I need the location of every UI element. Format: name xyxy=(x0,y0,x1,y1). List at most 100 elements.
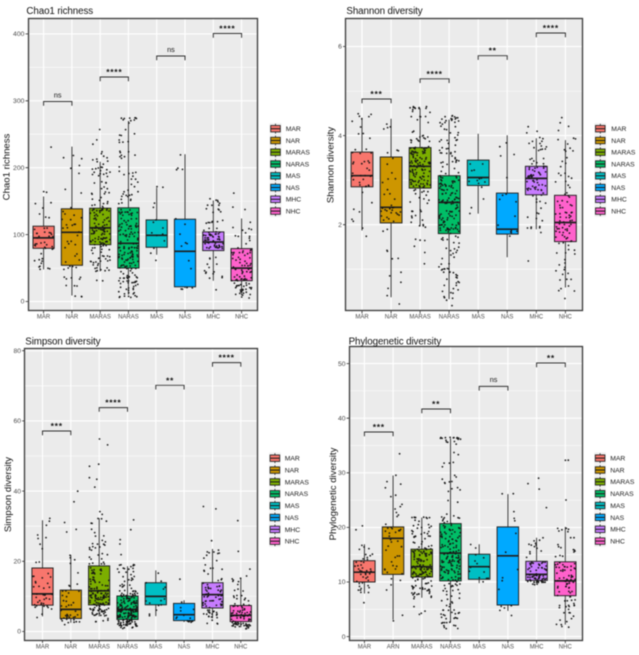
svg-text:80: 80 xyxy=(13,348,21,355)
svg-text:MAR: MAR xyxy=(286,126,301,133)
svg-text:MAS: MAS xyxy=(473,644,486,650)
svg-text:40: 40 xyxy=(338,415,346,422)
svg-text:Shannon diversity: Shannon diversity xyxy=(346,6,422,17)
svg-text:MHC: MHC xyxy=(611,197,627,204)
svg-text:NAS: NAS xyxy=(502,644,514,650)
svg-text:Chao1 richness: Chao1 richness xyxy=(26,6,93,17)
svg-text:NAS: NAS xyxy=(285,515,299,522)
svg-text:ARN: ARN xyxy=(387,644,400,650)
svg-text:NHC: NHC xyxy=(610,539,625,546)
svg-text:NAS: NAS xyxy=(179,315,191,321)
svg-text:NAR: NAR xyxy=(610,467,624,474)
svg-text:Simpson diversity: Simpson diversity xyxy=(25,337,100,348)
svg-text:2: 2 xyxy=(338,222,342,229)
svg-text:20: 20 xyxy=(13,559,21,566)
svg-text:20: 20 xyxy=(338,525,346,532)
svg-text:MARAS: MARAS xyxy=(611,150,636,157)
svg-text:NARAS: NARAS xyxy=(285,491,309,498)
svg-text:NHC: NHC xyxy=(286,209,301,216)
svg-text:**: ** xyxy=(432,399,440,409)
svg-text:300: 300 xyxy=(13,98,25,105)
svg-text:NHC: NHC xyxy=(285,539,300,546)
svg-text:NAS: NAS xyxy=(610,515,624,522)
svg-text:MAR: MAR xyxy=(610,456,625,463)
svg-text:MAR: MAR xyxy=(611,126,626,133)
svg-text:****: **** xyxy=(543,23,559,33)
svg-text:MHC: MHC xyxy=(529,315,543,321)
svg-text:***: *** xyxy=(373,422,385,432)
svg-text:MARAS: MARAS xyxy=(89,644,110,650)
svg-text:MAS: MAS xyxy=(285,503,300,510)
svg-text:NARAS: NARAS xyxy=(610,491,634,498)
svg-text:50: 50 xyxy=(338,361,346,368)
svg-text:0: 0 xyxy=(21,299,25,306)
svg-text:****: **** xyxy=(219,353,235,363)
svg-text:Shannon diversity: Shannon diversity xyxy=(326,127,337,203)
svg-text:MAR: MAR xyxy=(358,644,372,650)
svg-text:400: 400 xyxy=(13,31,25,38)
svg-text:MAS: MAS xyxy=(610,503,625,510)
svg-text:MAS: MAS xyxy=(149,644,162,650)
svg-text:30: 30 xyxy=(338,470,346,477)
svg-text:MARAS: MARAS xyxy=(411,644,432,650)
svg-text:NAS: NAS xyxy=(611,185,625,192)
svg-text:NARAS: NARAS xyxy=(440,644,461,650)
svg-text:60: 60 xyxy=(13,418,21,425)
svg-text:200: 200 xyxy=(13,165,25,172)
svg-text:****: **** xyxy=(219,24,235,34)
svg-text:ns: ns xyxy=(167,45,175,54)
svg-text:4: 4 xyxy=(338,133,342,140)
svg-text:MAR: MAR xyxy=(37,315,51,321)
svg-text:ns: ns xyxy=(490,375,498,384)
svg-text:MHC: MHC xyxy=(285,527,301,534)
svg-text:****: **** xyxy=(106,67,122,77)
svg-text:MAR: MAR xyxy=(36,644,50,650)
svg-text:MAR: MAR xyxy=(355,315,369,321)
svg-text:ns: ns xyxy=(54,90,62,99)
svg-text:MAS: MAS xyxy=(150,315,163,321)
svg-text:10: 10 xyxy=(338,579,346,586)
svg-text:NAR: NAR xyxy=(285,468,299,475)
svg-text:MAS: MAS xyxy=(611,173,626,180)
svg-text:MARAS: MARAS xyxy=(610,479,635,486)
svg-text:MHC: MHC xyxy=(610,527,626,534)
svg-text:NAS: NAS xyxy=(178,644,190,650)
svg-text:MARAS: MARAS xyxy=(90,315,111,321)
svg-text:100: 100 xyxy=(13,232,25,239)
svg-text:MHC: MHC xyxy=(206,644,220,650)
svg-text:Phylogenetic diversity: Phylogenetic diversity xyxy=(328,447,339,540)
svg-text:NHC: NHC xyxy=(611,209,626,216)
svg-text:****: **** xyxy=(427,69,443,79)
svg-text:NARAS: NARAS xyxy=(286,161,310,168)
svg-text:NAR: NAR xyxy=(66,315,79,321)
svg-text:***: *** xyxy=(370,89,382,99)
svg-text:MHC: MHC xyxy=(286,197,302,204)
svg-text:NAR: NAR xyxy=(611,138,625,145)
svg-text:Chao1 richness: Chao1 richness xyxy=(1,133,12,200)
svg-text:MARAS: MARAS xyxy=(285,479,310,486)
svg-text:****: **** xyxy=(105,398,121,408)
svg-text:MAS: MAS xyxy=(472,315,485,321)
svg-text:6: 6 xyxy=(338,44,342,51)
svg-text:MHC: MHC xyxy=(530,644,544,650)
svg-text:NARAS: NARAS xyxy=(117,644,138,650)
svg-text:NHC: NHC xyxy=(559,644,573,650)
svg-text:Simpson diversity: Simpson diversity xyxy=(3,457,14,532)
svg-text:Phylogenetic diversity: Phylogenetic diversity xyxy=(349,337,442,348)
svg-text:MAS: MAS xyxy=(286,173,301,180)
svg-text:MHC: MHC xyxy=(206,315,220,321)
svg-text:MAR: MAR xyxy=(285,456,300,463)
svg-text:MARAS: MARAS xyxy=(286,150,311,157)
svg-text:0: 0 xyxy=(342,634,346,641)
svg-text:NARAS: NARAS xyxy=(439,315,460,321)
svg-text:MARAS: MARAS xyxy=(409,315,430,321)
svg-text:***: *** xyxy=(51,421,63,431)
svg-text:NAS: NAS xyxy=(501,315,513,321)
svg-text:0: 0 xyxy=(17,629,21,636)
svg-text:NAR: NAR xyxy=(385,315,398,321)
svg-text:**: ** xyxy=(489,46,497,56)
svg-text:NARAS: NARAS xyxy=(611,161,635,168)
svg-text:NHC: NHC xyxy=(234,644,248,650)
svg-text:NARAS: NARAS xyxy=(118,315,139,321)
svg-text:**: ** xyxy=(166,375,174,385)
